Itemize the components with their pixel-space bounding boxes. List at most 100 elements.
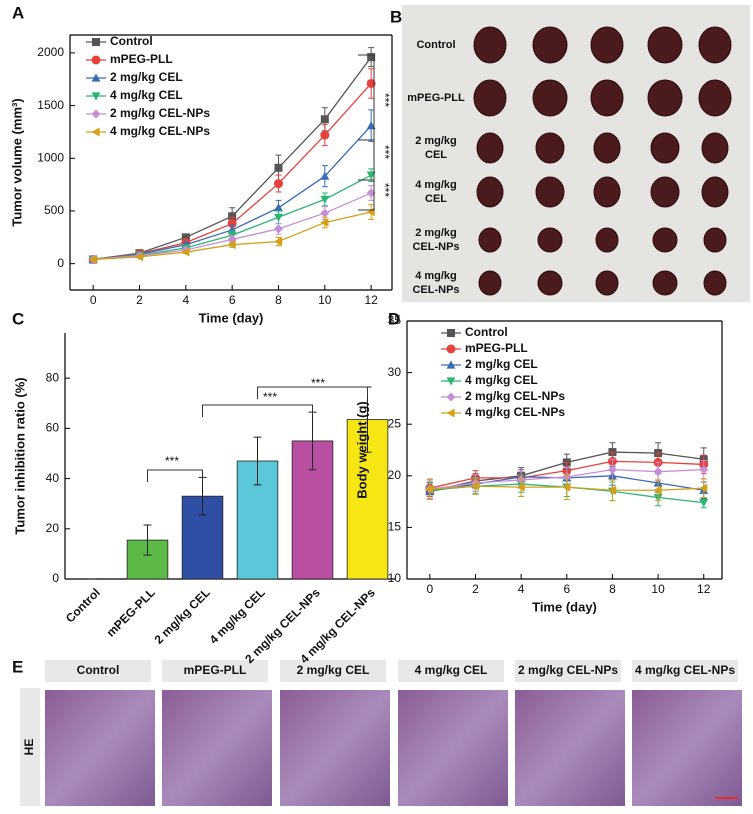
y-tick-label: 30 bbox=[388, 365, 402, 379]
legend-label: 2 mg/kg CEL-NPs bbox=[465, 389, 565, 403]
tumor-photo bbox=[478, 227, 502, 253]
column-label-box bbox=[45, 660, 151, 682]
x-tick-label: 0 bbox=[90, 293, 97, 307]
marker bbox=[653, 467, 663, 477]
marker bbox=[91, 92, 101, 101]
y-axis-label: Tumor inhibition ratio (%) bbox=[12, 377, 27, 534]
marker bbox=[699, 465, 709, 475]
marker bbox=[320, 171, 330, 180]
row-label: Control bbox=[416, 39, 455, 51]
significance-bracket bbox=[358, 179, 375, 211]
marker bbox=[273, 237, 283, 247]
marker bbox=[653, 485, 662, 495]
column-label: 4 mg/kg CEL-NPs bbox=[635, 663, 735, 677]
y-tick-label: 0 bbox=[57, 256, 64, 270]
marker bbox=[446, 360, 456, 369]
row-label: 4 mg/kg bbox=[415, 270, 457, 282]
histology-image bbox=[398, 690, 508, 806]
histology-image bbox=[280, 690, 390, 806]
x-tick-label: 4 bbox=[182, 293, 189, 307]
histology-image bbox=[515, 690, 625, 806]
marker bbox=[699, 499, 709, 508]
significance-label: *** bbox=[378, 145, 392, 159]
marker bbox=[470, 481, 480, 491]
tumor-photo bbox=[532, 26, 568, 64]
marker bbox=[320, 218, 329, 228]
x-tick-label: 2 bbox=[472, 582, 479, 596]
tumor-photo bbox=[698, 26, 732, 64]
marker bbox=[273, 179, 283, 189]
x-axis-label: Time (day) bbox=[199, 310, 264, 325]
y-tick-label: 2000 bbox=[37, 45, 64, 59]
marker bbox=[181, 233, 190, 242]
y-tick-label: 25 bbox=[388, 416, 402, 430]
column-label: Control bbox=[77, 663, 120, 677]
marker bbox=[134, 252, 144, 262]
marker bbox=[227, 225, 237, 234]
significance-bracket bbox=[147, 469, 203, 482]
marker bbox=[367, 53, 376, 62]
y-tick-label: 60 bbox=[46, 421, 60, 435]
panel-label: A bbox=[12, 3, 24, 22]
significance-label: *** bbox=[378, 183, 392, 197]
row-label: HE bbox=[22, 739, 36, 756]
significance-bracket bbox=[257, 386, 368, 399]
marker bbox=[273, 203, 283, 212]
y-tick-label: 0 bbox=[52, 571, 59, 585]
y-tick-label: 1000 bbox=[37, 150, 64, 164]
marker bbox=[446, 344, 456, 354]
y-tick-label: 500 bbox=[44, 203, 64, 217]
y-tick-label: 15 bbox=[388, 520, 402, 534]
x-tick-label: 2 mg/kg CEL bbox=[152, 585, 213, 646]
legend-label: 2 mg/kg CEL bbox=[465, 357, 538, 371]
tumor-photo bbox=[590, 79, 624, 117]
significance-label: *** bbox=[311, 376, 325, 390]
marker bbox=[447, 329, 455, 337]
tumor-photo bbox=[647, 26, 683, 64]
tumor-photo bbox=[478, 270, 502, 296]
legend-label: 2 mg/kg CEL bbox=[110, 70, 183, 84]
x-tick-label: 8 bbox=[275, 293, 282, 307]
y-tick-label: 1500 bbox=[37, 98, 64, 112]
tumor-photo bbox=[647, 79, 683, 117]
marker bbox=[699, 483, 708, 493]
legend-label: Control bbox=[110, 34, 153, 48]
legend-label: mPEG-PLL bbox=[110, 52, 173, 66]
legend-label: 4 mg/kg CEL-NPs bbox=[465, 405, 565, 419]
marker bbox=[92, 38, 100, 46]
tumor-photo bbox=[595, 227, 619, 253]
row-label: 2 mg/kg bbox=[415, 135, 457, 147]
x-axis-label: Time (day) bbox=[532, 599, 597, 614]
x-tick-label: 4 bbox=[518, 582, 525, 596]
marker bbox=[425, 484, 434, 494]
x-tick-label: Control bbox=[63, 585, 103, 625]
marker bbox=[607, 465, 617, 475]
legend-label: 4 mg/kg CEL bbox=[465, 373, 538, 387]
legend-label: Control bbox=[465, 325, 508, 339]
legend-label: mPEG-PLL bbox=[465, 341, 528, 355]
tumor-photo bbox=[703, 270, 727, 296]
marker bbox=[228, 212, 237, 221]
row-label: 4 mg/kg bbox=[415, 179, 457, 191]
histology-image bbox=[45, 690, 155, 806]
x-tick-label: 12 bbox=[364, 293, 378, 307]
y-axis-label: Tumor volume (mm³) bbox=[9, 98, 24, 226]
tumor-photo bbox=[593, 176, 621, 208]
marker bbox=[446, 377, 456, 386]
marker bbox=[274, 163, 283, 172]
error-bar bbox=[253, 436, 262, 486]
x-tick-label: 12 bbox=[697, 582, 711, 596]
tumor-photo bbox=[473, 79, 507, 117]
row-label: CEL-NPs bbox=[412, 241, 459, 253]
marker bbox=[320, 195, 330, 204]
panel-label: C bbox=[12, 309, 24, 328]
tumor-photo bbox=[698, 79, 732, 117]
marker bbox=[320, 115, 329, 124]
x-tick-label: 8 bbox=[609, 582, 616, 596]
y-tick-label: 80 bbox=[46, 370, 60, 384]
row-label: CEL bbox=[425, 149, 447, 161]
row-label: CEL bbox=[425, 193, 447, 205]
marker bbox=[273, 213, 283, 222]
y-tick-label: 40 bbox=[46, 471, 60, 485]
marker bbox=[366, 188, 376, 198]
